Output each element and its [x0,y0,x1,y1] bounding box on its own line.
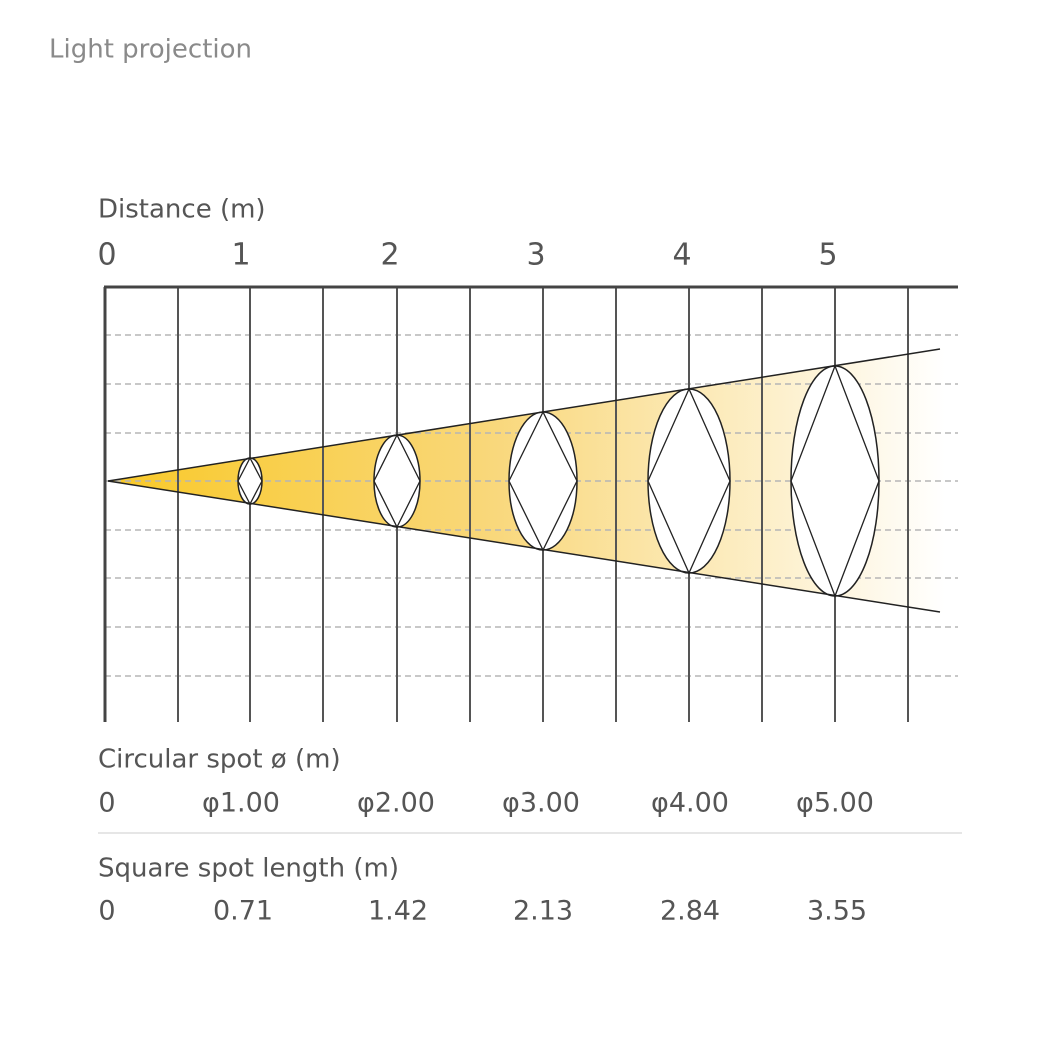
square-value: 0 [98,896,115,927]
beam-edge [107,480,941,613]
square-value: 3.55 [807,896,867,927]
circular-value: φ5.00 [796,788,874,819]
square-value: 2.84 [660,896,720,927]
page-title: Light projection [49,35,252,65]
spot-ellipse [237,457,263,505]
circular-label: Circular spot ø (m) [98,745,341,775]
square-value: 2.13 [513,896,573,927]
distance-tick: 0 [97,238,116,273]
square-value: 0.71 [213,896,273,927]
circular-value: φ1.00 [202,788,280,819]
labels: 0 1 2 3 4 5 0 φ1.00 φ2.00 φ3.00 φ4.00 φ5.00 0 0.71 1.4… [97,238,874,927]
circular-value: φ4.00 [651,788,729,819]
spot-ellipse [373,434,421,528]
distance-tick: 1 [231,238,250,273]
square-label: Square spot length (m) [98,854,399,884]
circular-value: 0 [98,788,115,819]
circular-value: φ2.00 [357,788,435,819]
distance-tick: 3 [526,238,545,273]
beam-edge [107,348,941,482]
square-value: 1.42 [368,896,428,927]
spot-ellipse [508,411,578,551]
distance-tick: 5 [818,238,837,273]
circular-value: φ3.00 [502,788,580,819]
distance-tick: 4 [672,238,691,273]
spot-ellipse [790,365,880,597]
distance-tick: 2 [380,238,399,273]
spot-ellipse [647,388,731,574]
distance-label: Distance (m) [98,195,266,225]
grid [103,285,958,722]
